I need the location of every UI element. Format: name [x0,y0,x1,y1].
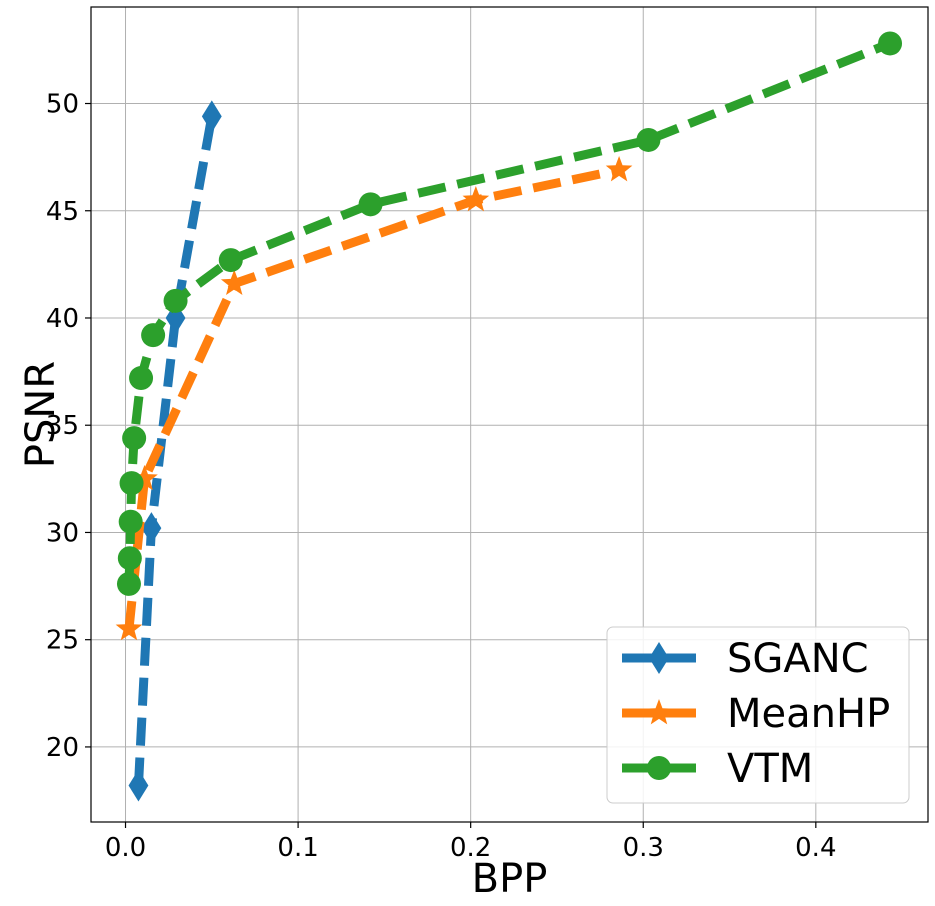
y-tick-label: 40 [46,304,79,334]
x-axis-label: BPP [472,856,548,902]
point-sganc [141,512,162,545]
point-vtm [218,248,243,273]
point-vtm [118,509,143,534]
point-vtm [117,546,142,571]
point-vtm [358,192,383,217]
legend-label-sganc: SGANC [727,636,869,682]
point-meanhp [462,186,490,212]
y-tick-label: 50 [46,90,79,120]
legend-box [606,626,910,804]
y-tick-label: 35 [46,411,79,441]
x-tick-label: 0.2 [450,833,491,863]
x-tick-label: 0.3 [623,833,664,863]
y-tick-label: 30 [46,518,79,548]
y-tick-label: 20 [46,733,79,763]
y-tick-label: 45 [46,197,79,227]
series-line-sganc [133,115,217,786]
legend-marker-meanhp [645,699,673,725]
point-vtm [119,471,144,496]
point-vtm [878,31,903,56]
point-meanhp [115,614,143,641]
legend: SGANC MeanHP VTM [606,626,910,804]
point-vtm [122,426,147,451]
point-meanhp [131,464,158,491]
point-vtm [129,366,154,391]
point-vtm [163,288,188,313]
legend-label-vtm: VTM [727,746,813,792]
legend-label-meanhp: MeanHP [727,691,890,737]
point-vtm [141,323,166,348]
plot-frame [90,6,929,823]
ticks: 0.0 0.1 0.2 0.3 0.4 20 25 30 35 40 45 50 [46,90,837,863]
y-tick-label: 25 [46,626,79,656]
x-tick-label: 0.4 [795,833,836,863]
point-vtm [636,127,661,152]
point-meanhp [220,269,248,295]
y-axis-label: PSNR [18,361,64,468]
point-sganc [165,301,186,334]
x-tick-label: 0.1 [277,833,318,863]
legend-marker-vtm [647,756,671,780]
series-sganc [128,100,222,802]
point-meanhp [605,156,633,182]
point-sganc [128,769,149,802]
series-vtm [116,31,903,596]
legend-marker-sganc [649,642,669,674]
grid [91,7,928,822]
x-tick-label: 0.0 [105,833,146,863]
point-sganc [201,100,222,133]
series-layer [115,31,903,802]
point-vtm [116,571,141,596]
